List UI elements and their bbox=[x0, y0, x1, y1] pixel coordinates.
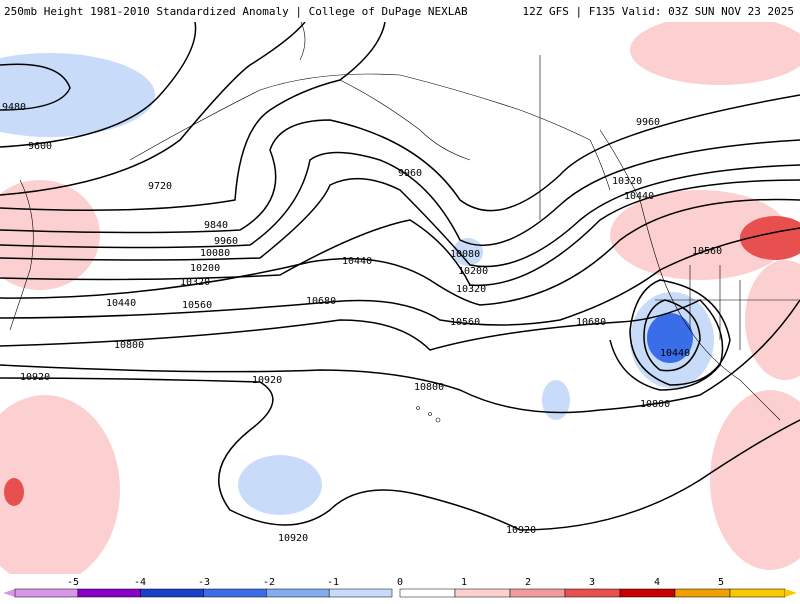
colorbar-swatch-neg bbox=[14, 588, 79, 598]
contour-10920 bbox=[0, 377, 800, 531]
label-10440-c: 10440 bbox=[624, 191, 654, 202]
colorbar-swatch-pos bbox=[454, 588, 511, 598]
positive-anomaly-arctic-ne bbox=[630, 15, 800, 85]
label-10920-a: 10920 bbox=[20, 372, 50, 383]
positive-anomaly-kamchatka bbox=[0, 180, 100, 290]
colorbar-svg: -5 -4 -3 -2 -1 0 1 2 3 4 5 bbox=[3, 577, 797, 598]
tick-label-neg5: -5 bbox=[67, 577, 79, 588]
coastlines bbox=[9, 19, 800, 423]
contour-10200 bbox=[0, 164, 800, 268]
label-9720: 9720 bbox=[148, 181, 172, 192]
title-bar: 250mb Height 1981-2010 Standardized Anom… bbox=[0, 0, 800, 23]
contour-9840 bbox=[0, 21, 386, 211]
label-10200-a: 10200 bbox=[190, 263, 220, 274]
colorbar-swatch-pos bbox=[729, 588, 786, 598]
label-10560-a: 10560 bbox=[182, 300, 212, 311]
colorbar-right-arrow bbox=[785, 589, 797, 597]
contour-9720 bbox=[0, 21, 306, 196]
contour-10320 bbox=[0, 179, 800, 287]
label-10080-a: 10080 bbox=[200, 248, 230, 259]
colorbar-left-arrow bbox=[3, 589, 15, 597]
colorbar-swatch-neg bbox=[203, 588, 267, 598]
negative-anomaly-gulf-alaska-west bbox=[0, 53, 155, 137]
contour-9480 bbox=[0, 63, 71, 111]
colorbar-swatch-pos bbox=[509, 588, 566, 598]
label-10200-b: 10200 bbox=[458, 266, 488, 277]
label-10800-a: 10800 bbox=[114, 340, 144, 351]
label-9960-b: 9960 bbox=[398, 168, 422, 179]
positive-anomaly-sw-pacific bbox=[0, 395, 120, 585]
tick-label-neg4: -4 bbox=[134, 577, 146, 588]
tick-label-0: 0 bbox=[397, 577, 403, 588]
tick-label-neg1: -1 bbox=[327, 577, 339, 588]
negative-anomaly-south-pac bbox=[238, 455, 322, 515]
colorbar: -5 -4 -3 -2 -1 0 1 2 3 4 5 bbox=[0, 574, 800, 600]
positive-anomaly-nw-us bbox=[610, 190, 790, 280]
label-9600: 9600 bbox=[28, 141, 52, 152]
label-9960-a: 9960 bbox=[214, 236, 238, 247]
label-10680-b: 10680 bbox=[576, 317, 606, 328]
contour-10440-main bbox=[0, 198, 800, 306]
label-10800-c: 10800 bbox=[640, 399, 670, 410]
contour-10800 bbox=[0, 299, 800, 414]
contour-10560-low bbox=[629, 279, 731, 386]
label-10320-a: 10320 bbox=[180, 277, 210, 288]
positive-anomaly-mexico bbox=[710, 390, 800, 570]
label-10920-d: 10920 bbox=[506, 525, 536, 536]
label-10440-b: 10440 bbox=[342, 256, 372, 267]
label-10440-a: 10440 bbox=[106, 298, 136, 309]
label-10320-b: 10320 bbox=[456, 284, 486, 295]
label-10320-c: 10320 bbox=[612, 176, 642, 187]
anomaly-map: 9480 9600 9720 9840 9960 9960 9960 10080… bbox=[0, 15, 800, 585]
positive-anomaly-east bbox=[745, 260, 800, 380]
height-contours bbox=[0, 21, 800, 531]
model-valid-time: 12Z GFS | F135 Valid: 03Z SUN NOV 23 202… bbox=[522, 5, 794, 18]
label-10680-a: 10680 bbox=[306, 296, 336, 307]
contour-labels: 9480 9600 9720 9840 9960 9960 9960 10080… bbox=[2, 102, 722, 544]
label-10080-b: 10080 bbox=[450, 249, 480, 260]
negative-anomaly-hawaii-ne bbox=[542, 380, 570, 420]
negative-anomaly-low-core bbox=[647, 313, 693, 363]
label-10800-b: 10800 bbox=[414, 382, 444, 393]
label-9840: 9840 bbox=[204, 220, 228, 231]
colorbar-swatches bbox=[3, 588, 797, 598]
map-svg: 9480 9600 9720 9840 9960 9960 9960 10080… bbox=[0, 15, 800, 585]
anomaly-shading bbox=[0, 15, 800, 585]
label-10560-c: 10560 bbox=[692, 246, 722, 257]
map-title: 250mb Height 1981-2010 Standardized Anom… bbox=[4, 5, 468, 18]
tick-label-5: 5 bbox=[718, 577, 724, 588]
contour-9600 bbox=[0, 21, 197, 148]
contour-10680 bbox=[0, 299, 724, 391]
colorbar-swatch-neg bbox=[266, 588, 330, 598]
colorbar-swatch-pos bbox=[399, 588, 456, 598]
colorbar-swatch-neg bbox=[328, 588, 393, 598]
colorbar-swatch-pos bbox=[674, 588, 731, 598]
tick-label-4: 4 bbox=[654, 577, 660, 588]
label-10920-c: 10920 bbox=[278, 533, 308, 544]
tick-label-neg3: -3 bbox=[198, 577, 210, 588]
colorbar-labels: -5 -4 -3 -2 -1 0 1 2 3 4 5 bbox=[67, 577, 724, 588]
contour-10440-low bbox=[643, 299, 701, 372]
tick-label-3: 3 bbox=[589, 577, 595, 588]
tick-label-2: 2 bbox=[525, 577, 531, 588]
label-9960-c: 9960 bbox=[636, 117, 660, 128]
colorbar-swatch-pos bbox=[619, 588, 676, 598]
positive-anomaly-sw-core bbox=[4, 478, 24, 506]
colorbar-swatch-pos bbox=[564, 588, 621, 598]
label-9480: 9480 bbox=[2, 102, 26, 113]
label-10920-b: 10920 bbox=[252, 375, 282, 386]
contour-10560-main bbox=[0, 227, 800, 326]
colorbar-swatch-neg bbox=[77, 588, 141, 598]
label-10560-b: 10560 bbox=[450, 317, 480, 328]
tick-label-1: 1 bbox=[461, 577, 467, 588]
tick-label-neg2: -2 bbox=[263, 577, 275, 588]
label-10440-d: 10440 bbox=[660, 348, 690, 359]
colorbar-swatch-neg bbox=[140, 588, 204, 598]
contour-9960-a bbox=[0, 94, 800, 234]
contour-10080 bbox=[0, 139, 800, 249]
positive-anomaly-rockies bbox=[740, 216, 800, 260]
